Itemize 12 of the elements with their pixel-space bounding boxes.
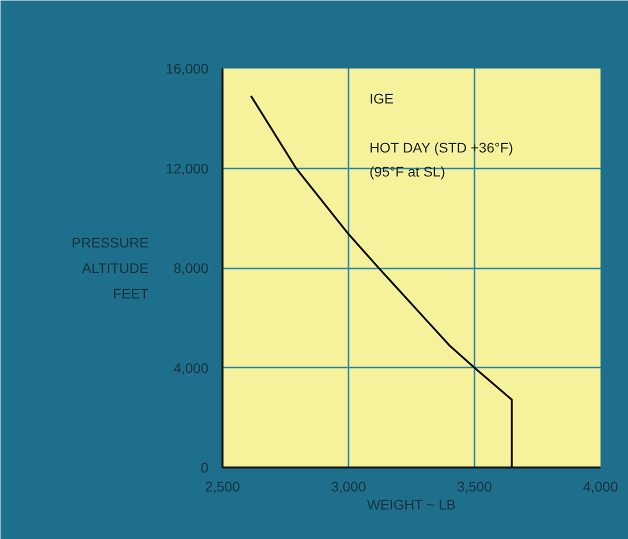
y-tick-label: 4,000 [173,360,209,376]
y-axis-title: PRESSURE ALTITUDE FEET [72,234,150,302]
x-axis-title: WEIGHT ~ LB [366,496,456,512]
x-tick-label: 4,000 [582,478,618,494]
x-tick-label: 3,500 [456,478,492,494]
y-tick-label: 12,000 [166,160,209,176]
x-tick-label: 3,000 [330,478,366,494]
y-tick-label: 0 [200,460,209,476]
y-tick-label: 8,000 [173,260,209,276]
annotation: IGE [370,90,394,106]
y-tick-label: 16,000 [166,60,209,76]
x-tick-label: 2,500 [204,478,240,494]
